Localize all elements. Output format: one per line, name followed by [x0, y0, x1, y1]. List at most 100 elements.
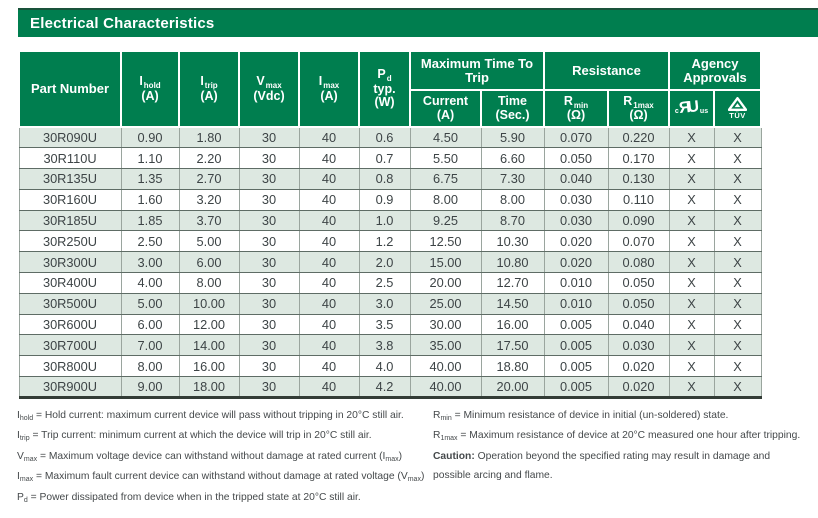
table-row: 30R135U 1.35 2.70 30 40 0.8 6.75 7.30 0.040 0.130…: [18, 168, 762, 190]
cell-part-number: 30R110U: [18, 147, 122, 170]
footnotes: Ihold = Hold current: maximum current de…: [17, 406, 809, 509]
footnotes-left-column: Ihold = Hold current: maximum current de…: [17, 406, 433, 509]
col-header-i-hold: Ihold (A): [120, 50, 180, 128]
footnote-line: Vmax = Maximum voltage device can withst…: [17, 450, 403, 463]
cell-trip-time: 10.80: [480, 251, 545, 274]
cell-part-number: 30R090U: [18, 127, 122, 149]
cell-i-hold: 1.85: [120, 210, 180, 232]
cell-trip-time: 17.50: [480, 334, 545, 357]
cell-i-max: 40: [298, 168, 360, 190]
cell-i-trip: 3.20: [178, 189, 240, 211]
cell-i-trip: 3.70: [178, 210, 240, 232]
cell-i-hold: 4.00: [120, 272, 180, 294]
cell-tuv-approval: X: [713, 293, 762, 315]
cell-ul-approval: X: [668, 293, 715, 315]
cell-trip-current: 12.50: [409, 230, 482, 253]
cell-ul-approval: X: [668, 272, 715, 294]
cell-trip-current: 35.00: [409, 334, 482, 357]
cell-trip-current: 9.25: [409, 210, 482, 232]
cell-part-number: 30R250U: [18, 230, 122, 253]
cell-part-number: 30R160U: [18, 189, 122, 211]
cell-r-min: 0.020: [543, 230, 609, 253]
cell-i-hold: 1.10: [120, 147, 180, 170]
header-row-subcols: Current (A) Time (Sec.) Rmin (Ω) R1max (…: [19, 89, 763, 128]
cell-trip-current: 8.00: [409, 189, 482, 211]
col-header-i-trip: Itrip (A): [178, 50, 240, 128]
table-row: 30R090U 0.90 1.80 30 40 0.6 4.50 5.90 0.070 0.220…: [18, 127, 762, 149]
footnote-line: Imax = Maximum fault current device can …: [17, 471, 425, 484]
cell-part-number: 30R135U: [18, 168, 122, 190]
cell-part-number: 30R185U: [18, 210, 122, 232]
cell-trip-time: 10.30: [480, 230, 545, 253]
cell-v-max: 30: [238, 147, 300, 170]
cell-r-1max: 0.170: [607, 147, 670, 170]
col-header-v-max: Vmax (Vdc): [238, 50, 300, 128]
cell-part-number: 30R700U: [18, 334, 122, 357]
cell-tuv-approval: X: [713, 251, 762, 274]
cell-r-min: 0.010: [543, 272, 609, 294]
cell-i-hold: 9.00: [120, 376, 180, 399]
col-header-trip-current: Current (A): [409, 89, 482, 128]
cell-p-d: 3.5: [358, 314, 411, 336]
cell-trip-current: 6.75: [409, 168, 482, 190]
cell-trip-current: 40.00: [409, 376, 482, 399]
cell-p-d: 2.0: [358, 251, 411, 274]
tuv-triangle-icon: [728, 97, 747, 112]
cell-r-min: 0.005: [543, 334, 609, 357]
cell-i-trip: 5.00: [178, 230, 240, 253]
cell-tuv-approval: X: [713, 334, 762, 357]
cell-i-max: 40: [298, 189, 360, 211]
cell-i-trip: 14.00: [178, 334, 240, 357]
cell-i-trip: 10.00: [178, 293, 240, 315]
cell-v-max: 30: [238, 210, 300, 232]
cell-i-max: 40: [298, 272, 360, 294]
table-row: 30R600U 6.00 12.00 30 40 3.5 30.00 16.00 0.005 0.…: [18, 314, 762, 336]
cell-v-max: 30: [238, 127, 300, 149]
table-row: 30R160U 1.60 3.20 30 40 0.9 8.00 8.00 0.030 0.110…: [18, 189, 762, 211]
cell-r-min: 0.010: [543, 293, 609, 315]
cell-tuv-approval: X: [713, 355, 762, 378]
cell-part-number: 30R600U: [18, 314, 122, 336]
tuv-icon: TÜV: [728, 97, 747, 120]
cell-ul-approval: X: [668, 230, 715, 253]
cell-v-max: 30: [238, 272, 300, 294]
cell-r-1max: 0.050: [607, 272, 670, 294]
cell-p-d: 0.6: [358, 127, 411, 149]
cell-i-max: 40: [298, 314, 360, 336]
table-row: 30R800U 8.00 16.00 30 40 4.0 40.00 18.80 0.005 0.…: [18, 355, 762, 378]
cell-tuv-approval: X: [713, 314, 762, 336]
cell-r-min: 0.070: [543, 127, 609, 149]
cell-ul-approval: X: [668, 355, 715, 378]
electrical-characteristics-table: Part Number Ihold (A) Itrip (A) Vmax (Vd…: [18, 50, 763, 399]
cell-r-1max: 0.080: [607, 251, 670, 274]
cell-p-d: 0.9: [358, 189, 411, 211]
cell-v-max: 30: [238, 293, 300, 315]
cell-trip-current: 40.00: [409, 355, 482, 378]
cell-trip-current: 5.50: [409, 147, 482, 170]
cell-i-max: 40: [298, 293, 360, 315]
cell-r-min: 0.030: [543, 210, 609, 232]
cell-i-max: 40: [298, 334, 360, 357]
cell-trip-time: 8.70: [480, 210, 545, 232]
cell-trip-time: 6.60: [480, 147, 545, 170]
table-row: 30R500U 5.00 10.00 30 40 3.0 25.00 14.50 0.010 0.…: [18, 293, 762, 315]
cell-trip-time: 16.00: [480, 314, 545, 336]
cell-p-d: 0.8: [358, 168, 411, 190]
cell-i-trip: 2.20: [178, 147, 240, 170]
cell-ul-approval: X: [668, 147, 715, 170]
cell-i-hold: 1.60: [120, 189, 180, 211]
table-row: 30R700U 7.00 14.00 30 40 3.8 35.00 17.50 0.005 0.…: [18, 334, 762, 357]
footnotes-right-column: Rmin = Minimum resistance of device in i…: [433, 406, 809, 509]
cell-p-d: 1.0: [358, 210, 411, 232]
cell-r-min: 0.050: [543, 147, 609, 170]
col-header-tuv-approval: TÜV: [712, 89, 763, 128]
cell-r-min: 0.020: [543, 251, 609, 274]
cell-trip-time: 12.70: [480, 272, 545, 294]
cell-v-max: 30: [238, 168, 300, 190]
cell-r-1max: 0.020: [607, 355, 670, 378]
table-row: 30R110U 1.10 2.20 30 40 0.7 5.50 6.60 0.050 0.170…: [18, 147, 762, 170]
cell-i-trip: 18.00: [178, 376, 240, 399]
ul-recognized-icon: c RU us: [674, 98, 709, 117]
cell-trip-current: 15.00: [409, 251, 482, 274]
cell-ul-approval: X: [668, 251, 715, 274]
